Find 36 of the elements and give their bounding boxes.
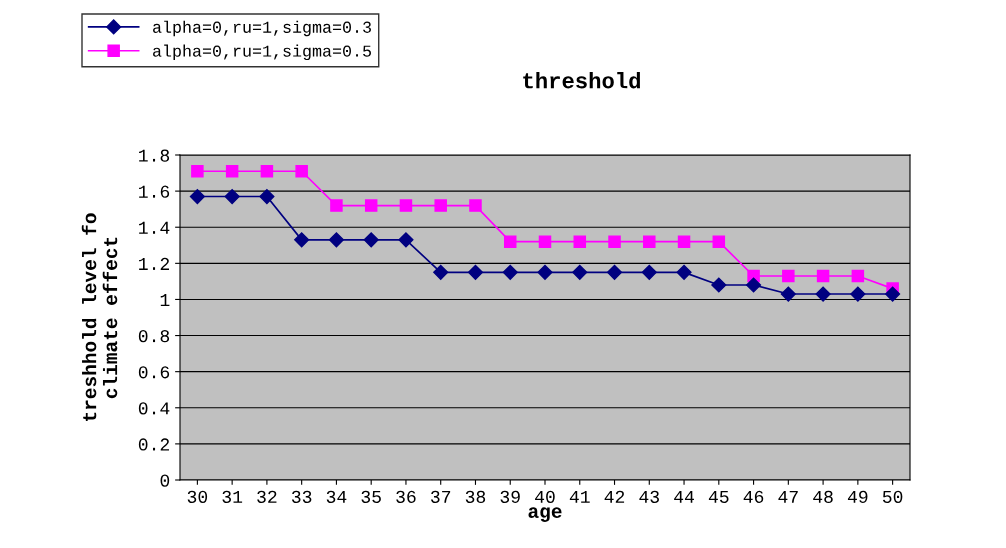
x-tick-label: 36 [396,490,416,503]
x-tick-label: 43 [639,490,659,503]
y-tick-label: 1.6 [139,185,170,198]
x-tick-label: 49 [847,490,868,503]
y-tick-label: 0.8 [138,330,170,343]
x-tick-label: 46 [743,490,764,503]
x-tick-label: 37 [431,490,451,503]
x-tick-label: 34 [326,490,347,503]
y-tick-label: 1.2 [139,257,169,270]
x-tick-label: 31 [222,490,243,503]
y-tick-label: 0.6 [138,366,170,379]
x-tick-label: 44 [674,490,694,503]
y-tick-label: 1 [160,294,170,306]
chart-title: threshold [523,72,640,89]
y-tick-label: 1.4 [139,221,170,234]
x-tick-label: 39 [500,490,520,503]
x-tick-label: 38 [465,490,486,503]
x-tick-label: 48 [813,490,833,503]
x-tick-label: 30 [187,490,208,503]
y-tick-label: 0 [160,474,170,487]
x-tick-label: 33 [291,490,312,503]
x-tick-label: 41 [569,490,590,503]
x-tick-label: 40 [535,490,555,503]
x-tick-label: 35 [361,490,381,503]
x-tick-label: 47 [778,490,798,503]
y-tick-label: 0.4 [138,402,170,415]
x-tick-label: 32 [257,490,277,503]
y-tick-label: 1.8 [139,149,170,162]
legend-label: alpha=0,ru=1,sigma=0.5 [153,44,371,61]
legend-label: alpha=0,ru=1,sigma=0.3 [153,20,371,37]
y-axis-title: treshhold level fo climate effect [81,213,118,421]
x-tick-label: 50 [882,490,903,503]
x-axis-title: age [528,507,562,522]
x-tick-label: 42 [604,490,625,503]
x-tick-label: 45 [708,490,729,503]
y-tick-label: 0.2 [138,438,169,451]
